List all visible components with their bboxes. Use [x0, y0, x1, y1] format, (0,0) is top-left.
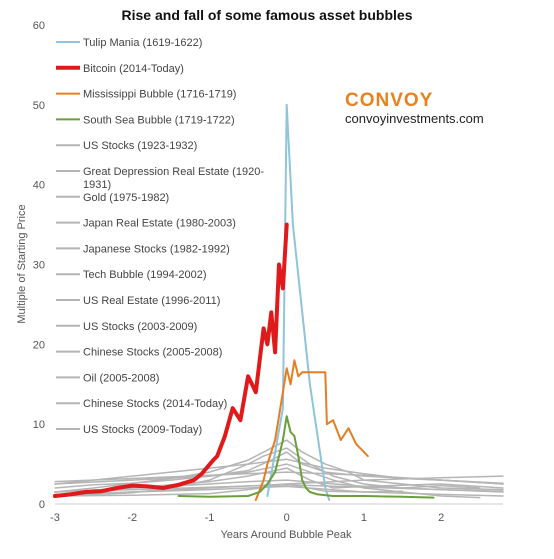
y-tick-label: 60	[33, 20, 45, 32]
y-tick-label: 20	[33, 339, 45, 351]
legend-label: US Stocks (1923-1932)	[83, 140, 197, 152]
legend-label-line: 1931)	[83, 179, 111, 191]
legend-label: Bitcoin (2014-Today)	[83, 63, 184, 75]
y-tick-label: 30	[33, 260, 45, 272]
chart-title: Rise and fall of some famous asset bubbl…	[122, 7, 413, 23]
x-tick-label: 1	[361, 512, 367, 524]
series-line	[54, 439, 504, 493]
x-tick-label: -1	[205, 512, 215, 524]
legend-label: Tulip Mania (1619-1622)	[83, 37, 202, 49]
legend-label: Chinese Stocks (2005-2008)	[83, 347, 222, 359]
legend-label: Great Depression Real Estate (1920-1931)	[83, 166, 264, 191]
legend-label: US Stocks (2003-2009)	[83, 321, 197, 333]
legend-label: US Real Estate (1996-2011)	[83, 295, 220, 307]
legend-label: Mississippi Bubble (1716-1719)	[83, 89, 236, 101]
legend-label: Tech Bubble (1994-2002)	[83, 269, 207, 281]
x-tick-label: -3	[50, 512, 60, 524]
series-line	[54, 483, 404, 497]
x-tick-label: 2	[438, 512, 444, 524]
legend: Tulip Mania (1619-1622) Bitcoin (2014-Tod…	[56, 37, 264, 436]
series-line	[266, 103, 331, 501]
y-tick-label: 40	[33, 180, 45, 192]
legend-label: Japanese Stocks (1982-1992)	[83, 243, 230, 255]
legend-label: Oil (2005-2008)	[83, 372, 159, 384]
series-line	[254, 359, 369, 501]
x-axis-label: Years Around Bubble Peak	[220, 529, 352, 541]
brand-url: convoyinvestments.com	[345, 111, 484, 126]
legend-label: Japan Real Estate (1980-2003)	[83, 218, 236, 230]
series-line	[177, 415, 435, 499]
y-tick-label: 50	[33, 100, 45, 112]
legend-label: Chinese Stocks (2014-Today)	[83, 398, 227, 410]
y-axis-label-group: Multiple of Starting Price	[16, 204, 28, 323]
series-lines	[53, 103, 504, 501]
x-tick-label: -2	[127, 512, 137, 524]
y-tick-label: 0	[39, 499, 45, 511]
series-line	[54, 484, 504, 493]
brand-name: CONVOY	[345, 90, 433, 111]
legend-label: US Stocks (2009-Today)	[83, 424, 202, 436]
legend-label: Gold (1975-1982)	[83, 192, 169, 204]
y-tick-label: 10	[33, 419, 45, 431]
series-line	[54, 475, 504, 497]
x-tick-label: 0	[284, 512, 290, 524]
legend-label-line: Great Depression Real Estate (1920-	[83, 166, 264, 178]
legend-label: South Sea Bubble (1719-1722)	[83, 114, 235, 126]
series-line	[53, 222, 289, 498]
y-axis-label: Multiple of Starting Price	[16, 204, 28, 323]
